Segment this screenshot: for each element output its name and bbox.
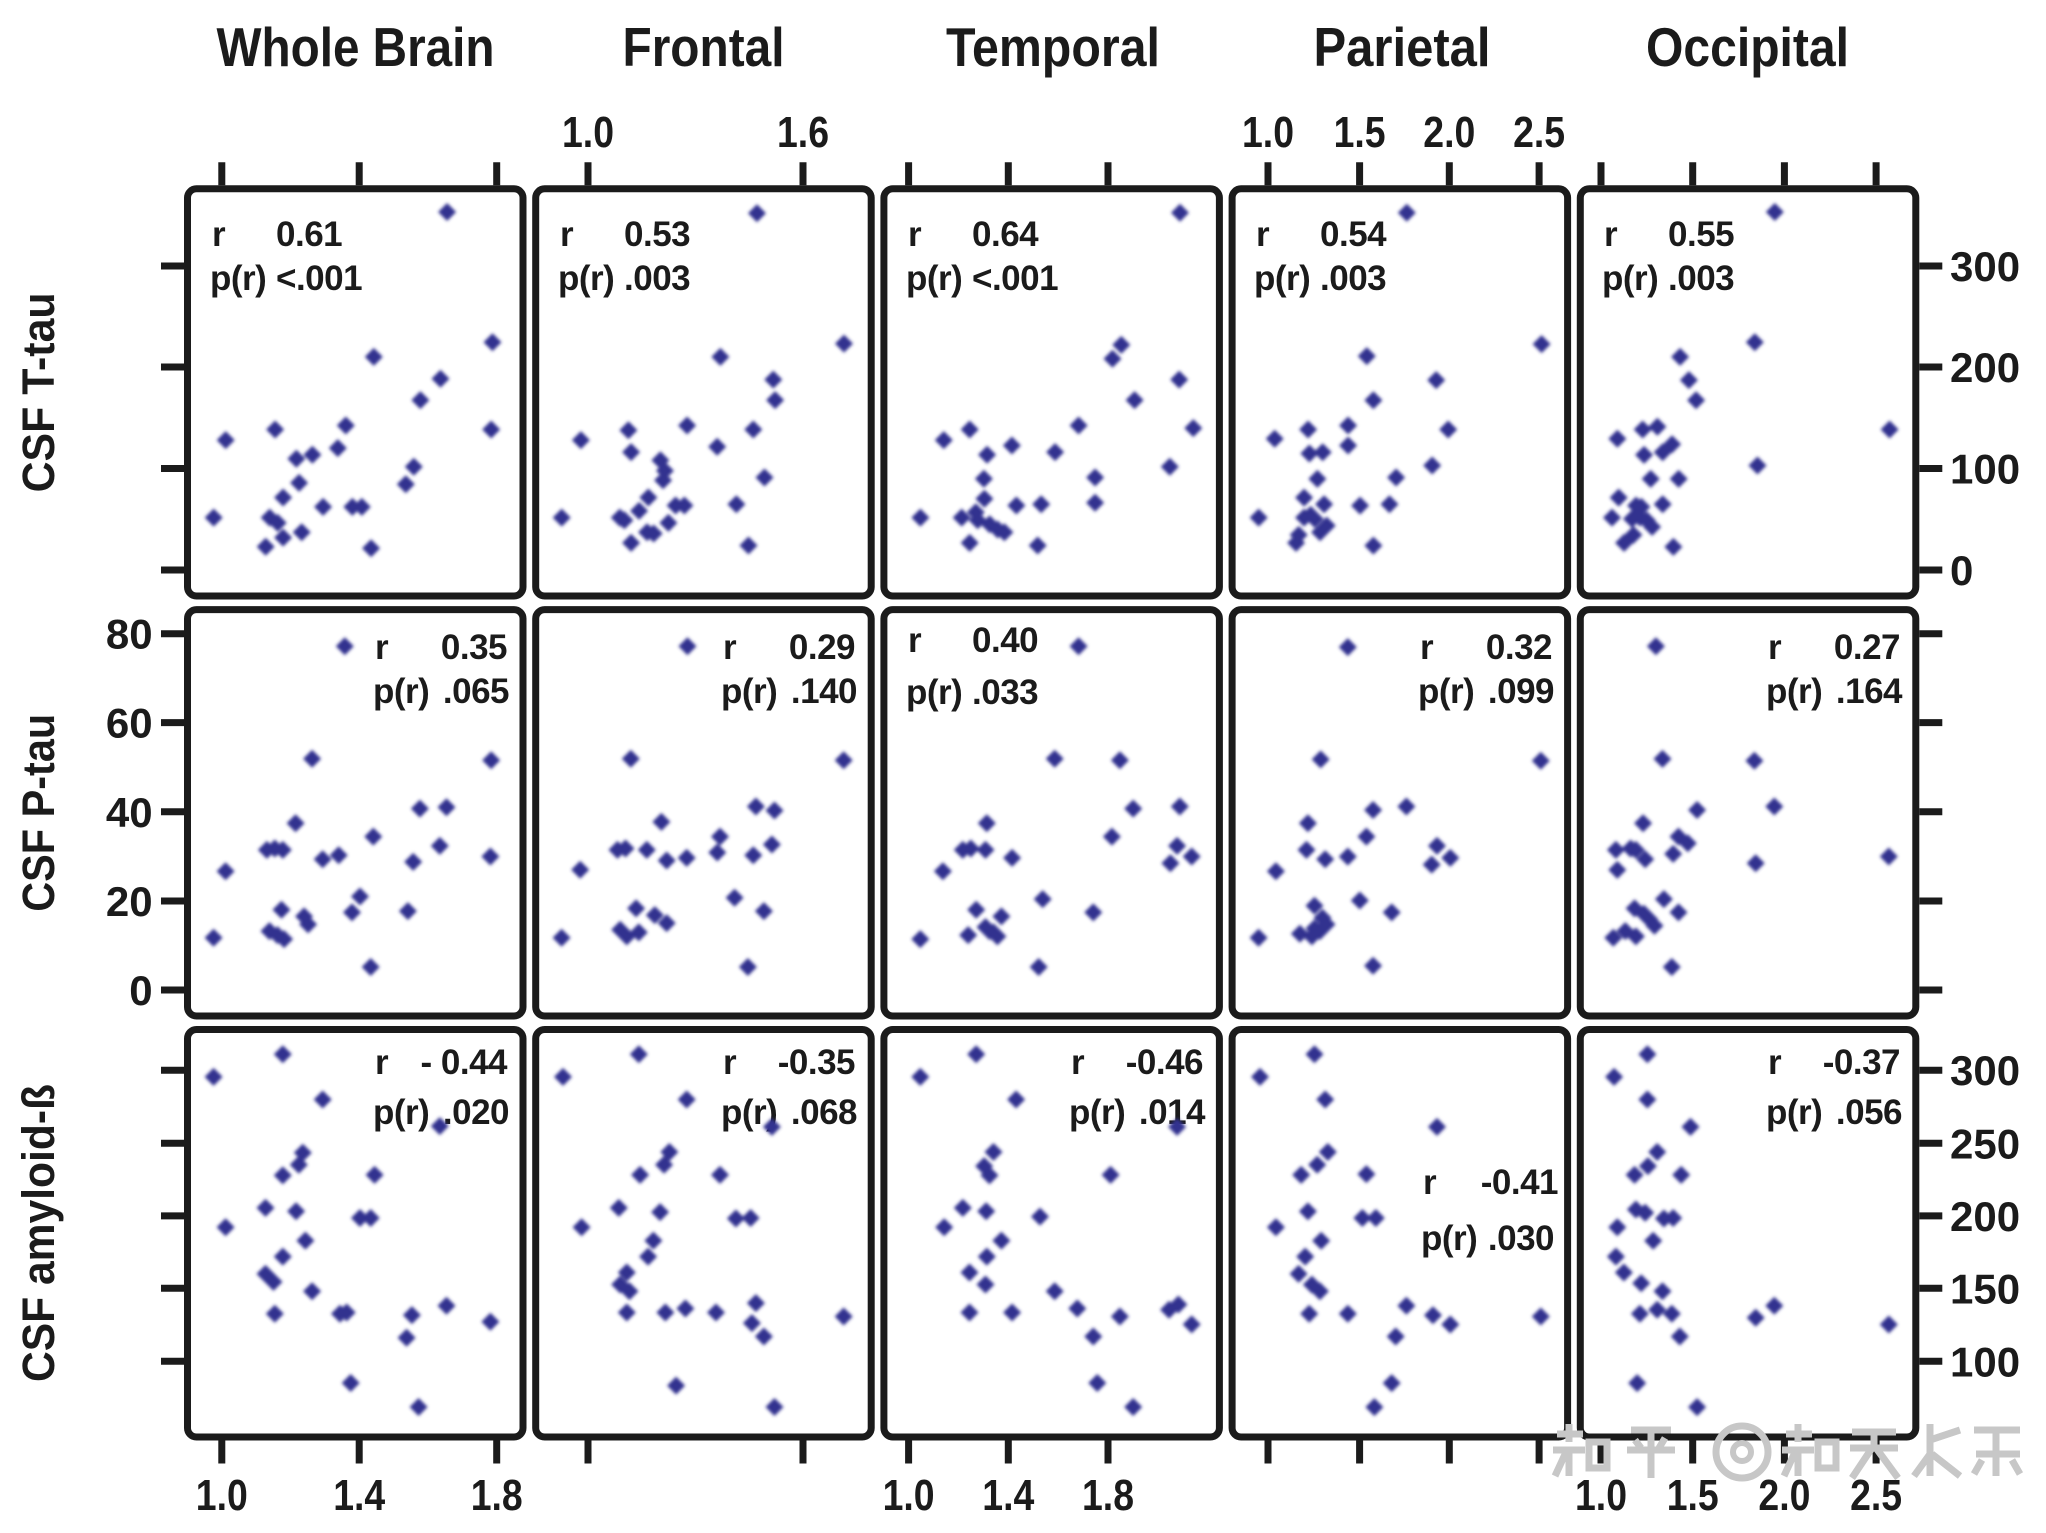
- svg-text:p(r): p(r): [906, 673, 962, 712]
- svg-text:.030: .030: [1488, 1219, 1554, 1258]
- svg-text:p(r): p(r): [1602, 259, 1658, 298]
- svg-text:100: 100: [1950, 1338, 2020, 1385]
- svg-text:0.61: 0.61: [276, 215, 342, 254]
- svg-text:-0.35: -0.35: [778, 1043, 855, 1082]
- svg-text:r: r: [908, 215, 922, 254]
- svg-text:r: r: [375, 1043, 389, 1082]
- svg-text:0.27: 0.27: [1834, 628, 1900, 667]
- svg-text:.020: .020: [443, 1093, 509, 1132]
- svg-text:.164: .164: [1836, 672, 1903, 711]
- svg-text:1.0: 1.0: [196, 1471, 248, 1520]
- svg-text:r: r: [1768, 628, 1782, 667]
- svg-text:p(r): p(r): [1069, 1093, 1125, 1132]
- svg-text:.065: .065: [443, 672, 509, 711]
- svg-text:.033: .033: [972, 673, 1038, 712]
- svg-text:p(r): p(r): [906, 259, 962, 298]
- svg-text:1.8: 1.8: [1082, 1471, 1134, 1520]
- svg-text:r: r: [1604, 215, 1618, 254]
- svg-text:0.53: 0.53: [624, 215, 690, 254]
- svg-text:2.0: 2.0: [1423, 108, 1475, 157]
- svg-text:1.0: 1.0: [562, 108, 614, 157]
- svg-text:r: r: [1071, 1043, 1085, 1082]
- svg-text:p(r): p(r): [210, 259, 266, 298]
- svg-text:-0.46: -0.46: [1126, 1043, 1203, 1082]
- svg-text:r: r: [723, 628, 737, 667]
- svg-text:0.54: 0.54: [1320, 215, 1387, 254]
- svg-text:Parietal: Parietal: [1314, 16, 1491, 78]
- svg-text:<.001: <.001: [972, 259, 1058, 298]
- svg-text:0.55: 0.55: [1668, 215, 1734, 254]
- svg-text:250: 250: [1950, 1120, 2020, 1167]
- svg-text:2.0: 2.0: [1758, 1471, 1810, 1520]
- svg-text:.003: .003: [1320, 259, 1386, 298]
- svg-text:CSF P-tau: CSF P-tau: [13, 714, 64, 912]
- svg-text:CSF T-tau: CSF T-tau: [13, 292, 64, 492]
- svg-text:r: r: [375, 628, 389, 667]
- svg-text:p(r): p(r): [558, 259, 614, 298]
- svg-text:Occipital: Occipital: [1646, 16, 1849, 78]
- svg-text:- 0.44: - 0.44: [421, 1043, 509, 1082]
- svg-text:CSF amyloid-ß: CSF amyloid-ß: [13, 1084, 64, 1382]
- svg-text:300: 300: [1950, 1047, 2020, 1094]
- svg-text:p(r): p(r): [1766, 672, 1822, 711]
- svg-text:r: r: [1420, 628, 1434, 667]
- svg-text:0.64: 0.64: [972, 215, 1039, 254]
- svg-text:.003: .003: [624, 259, 690, 298]
- svg-text:200: 200: [1950, 344, 2020, 391]
- svg-text:r: r: [560, 215, 574, 254]
- svg-text:-0.41: -0.41: [1481, 1163, 1558, 1202]
- svg-text:0: 0: [1950, 547, 1973, 594]
- svg-text:1.5: 1.5: [1667, 1471, 1719, 1520]
- svg-text:150: 150: [1950, 1265, 2020, 1312]
- svg-text:p(r): p(r): [1421, 1219, 1477, 1258]
- svg-text:1.4: 1.4: [982, 1471, 1034, 1520]
- svg-text:p(r): p(r): [721, 672, 777, 711]
- svg-text:2.5: 2.5: [1513, 108, 1565, 157]
- svg-text:-0.37: -0.37: [1823, 1043, 1900, 1082]
- svg-text:r: r: [723, 1043, 737, 1082]
- svg-text:p(r): p(r): [1766, 1093, 1822, 1132]
- svg-text:.003: .003: [1668, 259, 1734, 298]
- svg-text:.140: .140: [791, 672, 857, 711]
- svg-text:r: r: [1256, 215, 1270, 254]
- svg-text:Temporal: Temporal: [946, 16, 1160, 78]
- svg-text:1.6: 1.6: [777, 108, 829, 157]
- svg-text:1.4: 1.4: [333, 1471, 385, 1520]
- svg-text:p(r): p(r): [1254, 259, 1310, 298]
- svg-text:Whole Brain: Whole Brain: [217, 16, 495, 78]
- svg-text:1.0: 1.0: [1242, 108, 1294, 157]
- svg-text:1.5: 1.5: [1334, 108, 1386, 157]
- svg-text:1.0: 1.0: [883, 1471, 935, 1520]
- svg-text:.068: .068: [791, 1093, 857, 1132]
- svg-text:Frontal: Frontal: [623, 16, 785, 78]
- svg-text:r: r: [908, 621, 922, 660]
- svg-text:0.35: 0.35: [441, 628, 507, 667]
- svg-text:40: 40: [106, 789, 153, 836]
- svg-text:60: 60: [106, 700, 153, 747]
- svg-text:.056: .056: [1836, 1093, 1902, 1132]
- svg-text:r: r: [1768, 1043, 1782, 1082]
- svg-text:20: 20: [106, 878, 153, 925]
- svg-text:<.001: <.001: [276, 259, 362, 298]
- svg-text:200: 200: [1950, 1193, 2020, 1240]
- svg-text:0.32: 0.32: [1486, 628, 1552, 667]
- svg-text:p(r): p(r): [1418, 672, 1474, 711]
- svg-text:0.40: 0.40: [972, 621, 1038, 660]
- svg-text:p(r): p(r): [373, 1093, 429, 1132]
- svg-text:80: 80: [106, 611, 153, 658]
- svg-text:0: 0: [129, 967, 152, 1014]
- svg-text:1.0: 1.0: [1575, 1471, 1627, 1520]
- svg-text:.099: .099: [1488, 672, 1554, 711]
- svg-text:p(r): p(r): [373, 672, 429, 711]
- svg-text:1.8: 1.8: [471, 1471, 523, 1520]
- svg-text:2.5: 2.5: [1850, 1471, 1902, 1520]
- svg-text:100: 100: [1950, 446, 2020, 493]
- svg-text:r: r: [212, 215, 226, 254]
- svg-text:0.29: 0.29: [789, 628, 855, 667]
- svg-text:300: 300: [1950, 243, 2020, 290]
- svg-text:r: r: [1423, 1163, 1437, 1202]
